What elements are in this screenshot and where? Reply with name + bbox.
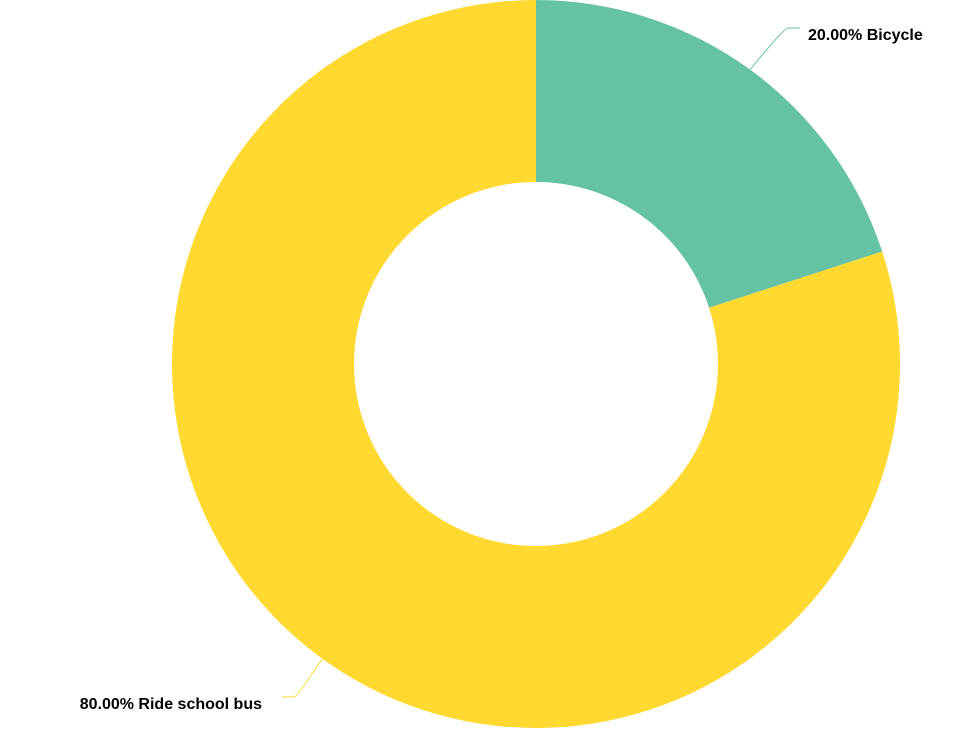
slice-label-ride-school-bus: 80.00% Ride school bus xyxy=(80,696,262,713)
leader-lines-group xyxy=(282,27,800,698)
leader-line-bicycle xyxy=(747,27,800,74)
slices-group xyxy=(172,0,901,728)
slice-ride-school-bus xyxy=(172,0,901,728)
slice-label-bicycle: 20.00% Bicycle xyxy=(808,27,923,44)
labels-group: 20.00% Bicycle 80.00% Ride school bus xyxy=(80,27,923,713)
leader-line-ride-school-bus xyxy=(282,654,325,698)
slice-bicycle xyxy=(536,0,883,308)
